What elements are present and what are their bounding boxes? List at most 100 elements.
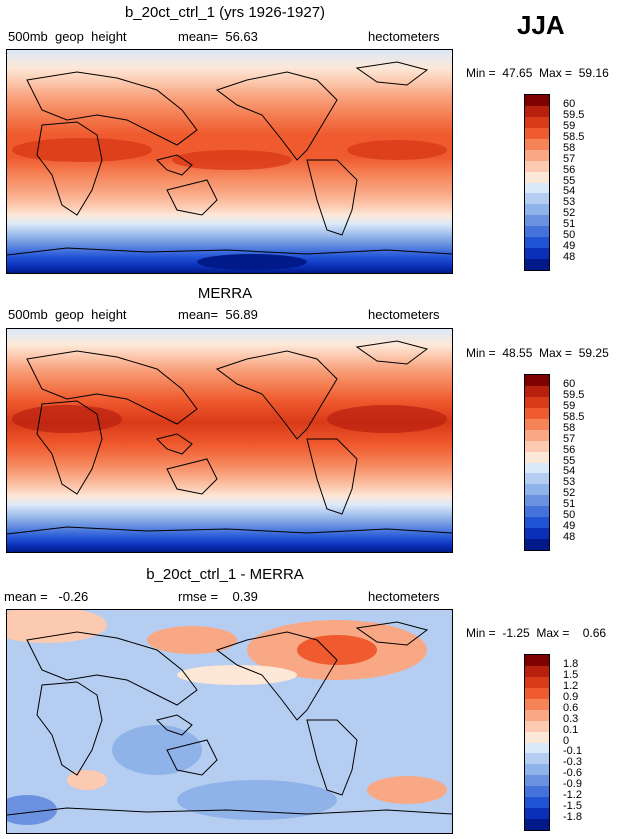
colorbar-tick-label: 59.5 (563, 388, 585, 401)
colorbar-tick-label: 55 (563, 454, 576, 467)
colorbar-segment (525, 182, 549, 194)
colorbar-tick-label: 56 (563, 163, 576, 176)
colorbar-segment (525, 440, 549, 452)
colorbar-segment (525, 204, 549, 216)
panel-3-minmax: Min = -1.25 Max = 0.66 (466, 626, 607, 640)
colorbar-tick-label: 0.6 (563, 701, 579, 714)
colorbar-tick-label: 48 (563, 251, 576, 264)
panel-1-colorbar (524, 94, 550, 271)
colorbar-tick-label: 57 (563, 152, 576, 165)
panel-2-variable-label: 500mb geop height (8, 307, 127, 322)
colorbar-segment (525, 171, 549, 183)
colorbar-segment (525, 473, 549, 485)
panel-1-coastlines (7, 61, 452, 270)
colorbar-tick-label: 58.5 (563, 130, 585, 143)
panel-2-mean-label: mean= 56.89 (178, 307, 258, 322)
colorbar-segment (525, 655, 549, 666)
colorbar-tick-label: 0.3 (563, 712, 579, 725)
colorbar-segment (525, 687, 549, 699)
panel-3-rmse-label: rmse = 0.39 (178, 589, 258, 604)
colorbar-tick-label: 55 (563, 174, 576, 187)
colorbar-tick-label: 53 (563, 196, 576, 209)
colorbar-segment (525, 709, 549, 721)
colorbar-segment (525, 451, 549, 463)
colorbar-segment (525, 127, 549, 139)
panel-2-map (6, 328, 453, 553)
colorbar-segment (525, 506, 549, 518)
colorbar-tick-label: 49 (563, 240, 576, 253)
colorbar-segment (525, 698, 549, 710)
colorbar-segment (525, 539, 549, 550)
colorbar-segment (525, 495, 549, 507)
colorbar-segment (525, 665, 549, 677)
panel-1-colorbar-labels: 60 59.5 59 58.5 58 57 56 55 54 53 52 51 50 49 48 (563, 94, 623, 269)
colorbar-tick-label: -0.9 (563, 778, 582, 791)
panel-2-coastlines (7, 340, 452, 535)
colorbar-tick-label: 59 (563, 399, 576, 412)
colorbar-tick-label: 1.8 (563, 657, 579, 670)
colorbar-segment (525, 160, 549, 172)
panel-3-title: b_20ct_ctrl_1 - MERRA (146, 566, 304, 583)
colorbar-segment (525, 528, 549, 540)
colorbar-tick-label: 53 (563, 476, 576, 489)
colorbar-segment (525, 375, 549, 386)
season-label: JJA (517, 10, 565, 40)
colorbar-segment (525, 720, 549, 732)
colorbar-segment (525, 429, 549, 441)
panel-3-units-label: hectometers (368, 589, 440, 604)
colorbar-segment (525, 484, 549, 496)
colorbar-tick-label: 54 (563, 465, 576, 478)
colorbar-segment (525, 786, 549, 798)
colorbar-segment (525, 462, 549, 474)
colorbar-tick-label: -1.5 (563, 800, 582, 813)
colorbar-tick-label: 59 (563, 119, 576, 132)
colorbar-tick-label: 57 (563, 432, 576, 445)
colorbar-tick-label: 56 (563, 443, 576, 456)
panel-3-map (6, 609, 453, 834)
colorbar-tick-label: 0 (563, 734, 570, 747)
colorbar-tick-label: 58.5 (563, 410, 585, 423)
colorbar-tick-label: 54 (563, 185, 576, 198)
colorbar-segment (525, 517, 549, 529)
colorbar-tick-label: 59.5 (563, 108, 585, 121)
colorbar-tick-label: 52 (563, 207, 576, 220)
colorbar-segment (525, 95, 549, 106)
colorbar-tick-label: -1.2 (563, 789, 582, 802)
colorbar-tick-label: 52 (563, 487, 576, 500)
colorbar-segment (525, 259, 549, 270)
panel-1-title: b_20ct_ctrl_1 (yrs 1926-1927) (124, 4, 326, 21)
panel-1-map (6, 49, 453, 274)
colorbar-segment (525, 731, 549, 743)
colorbar-tick-label: 60 (563, 377, 576, 390)
panel-2-minmax: Min = 48.55 Max = 59.25 (466, 346, 609, 360)
panel-1-variable-label: 500mb geop height (8, 29, 127, 44)
colorbar-segment (525, 764, 549, 776)
colorbar-tick-label: 0.1 (563, 723, 579, 736)
colorbar-tick-label: 58 (563, 141, 576, 154)
colorbar-tick-label: 0.9 (563, 690, 579, 703)
panel-3-coastlines (7, 610, 452, 825)
colorbar-tick-label: 60 (563, 97, 576, 110)
panel-3-colorbar (524, 654, 550, 831)
colorbar-tick-label: -1.8 (563, 811, 582, 824)
panel-1-mean-label: mean= 56.63 (178, 29, 258, 44)
panel-3-colorbar-labels: 1.8 1.5 1.2 0.9 0.6 0.3 0.1 0 -0.1 -0.3 -0.6 -0.9 -1… (563, 654, 623, 829)
panel-1-units-label: hectometers (368, 29, 440, 44)
colorbar-segment (525, 775, 549, 787)
colorbar-tick-label: 1.2 (563, 679, 579, 692)
colorbar-tick-label: 51 (563, 218, 576, 231)
colorbar-segment (525, 215, 549, 227)
colorbar-tick-label: 50 (563, 509, 576, 522)
colorbar-tick-label: 50 (563, 229, 576, 242)
colorbar-tick-label: 49 (563, 520, 576, 533)
colorbar-segment (525, 407, 549, 419)
colorbar-segment (525, 138, 549, 150)
colorbar-segment (525, 226, 549, 238)
colorbar-tick-label: 58 (563, 421, 576, 434)
panel-2-title: MERRA (197, 285, 253, 302)
colorbar-segment (525, 248, 549, 260)
colorbar-segment (525, 808, 549, 820)
colorbar-segment (525, 105, 549, 117)
colorbar-tick-label: 48 (563, 531, 576, 544)
colorbar-tick-label: 51 (563, 498, 576, 511)
